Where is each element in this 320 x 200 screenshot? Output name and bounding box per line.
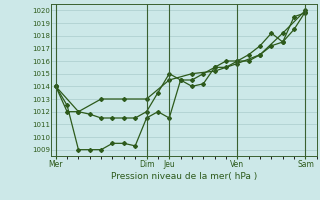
X-axis label: Pression niveau de la mer( hPa ): Pression niveau de la mer( hPa ) — [111, 172, 257, 181]
